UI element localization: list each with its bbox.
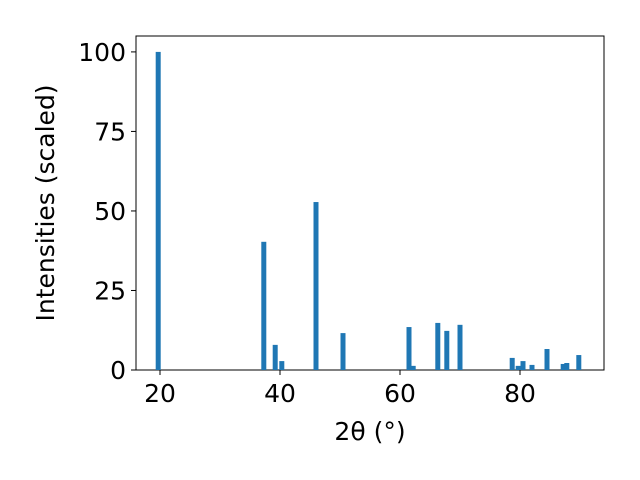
bar bbox=[313, 202, 319, 370]
bar bbox=[509, 357, 515, 370]
y-tick-label: 50 bbox=[94, 197, 126, 226]
bar bbox=[576, 355, 582, 370]
bar bbox=[435, 322, 441, 370]
y-tick-label: 0 bbox=[110, 356, 126, 385]
y-tick-label: 25 bbox=[94, 276, 126, 305]
x-tick-label: 60 bbox=[384, 379, 416, 408]
bar bbox=[457, 324, 463, 370]
bar bbox=[515, 365, 521, 370]
y-tick-label: 75 bbox=[94, 117, 126, 146]
y-axis-label: Intensities (scaled) bbox=[31, 84, 60, 321]
bar bbox=[520, 361, 526, 370]
bar bbox=[544, 349, 550, 370]
y-tick-label: 100 bbox=[78, 38, 126, 67]
bar bbox=[272, 344, 278, 370]
bar bbox=[261, 241, 267, 370]
bar bbox=[340, 333, 346, 370]
bar bbox=[406, 327, 412, 370]
x-tick-label: 40 bbox=[264, 379, 296, 408]
bar bbox=[444, 330, 450, 370]
x-axis-label: 2θ (°) bbox=[334, 417, 405, 446]
bar bbox=[529, 364, 535, 370]
x-tick-label: 80 bbox=[504, 379, 536, 408]
bar bbox=[560, 363, 566, 370]
bar bbox=[410, 365, 416, 370]
bar bbox=[155, 51, 161, 371]
plot-frame bbox=[135, 35, 605, 371]
bar bbox=[564, 363, 570, 370]
x-tick-label: 20 bbox=[144, 379, 176, 408]
bar bbox=[279, 361, 285, 370]
